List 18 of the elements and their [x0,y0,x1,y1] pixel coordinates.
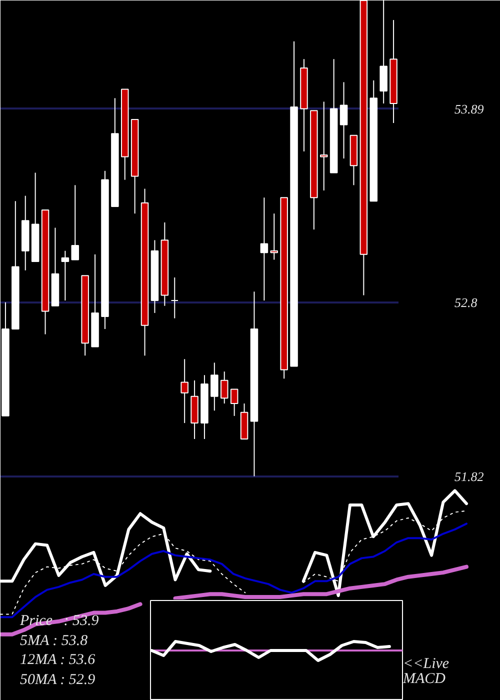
candlestick [61,250,70,302]
text: <<Live MACD [403,656,450,687]
text: 12MA : 53.6 [20,652,96,668]
annotation: 5MA : 53.8 [20,633,88,649]
candlestick [270,213,278,260]
candlestick [340,82,348,160]
candlestick [260,197,268,302]
candlestick [210,362,218,412]
candlestick [71,184,80,260]
text: 50MA : 52.9 [20,672,96,688]
candlestick [320,101,328,191]
candlestick [230,388,238,416]
y-tick-label: 52.8 [454,294,478,310]
y-tick-label: 51.82 [454,468,484,484]
candlestick [180,358,188,424]
y-tick-label: 53.89 [454,101,484,116]
candlestick [220,371,228,404]
candlestick [170,276,179,319]
